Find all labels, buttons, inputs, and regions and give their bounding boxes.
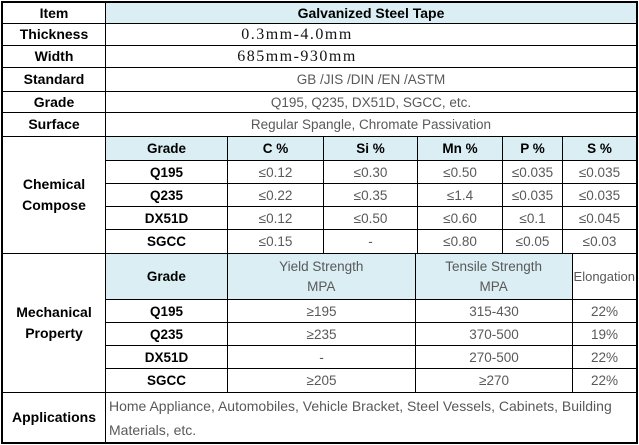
chemical-value-cell: ≤0.035 bbox=[503, 184, 563, 206]
mechanical-column-header: Tensile Strength MPA bbox=[415, 254, 573, 299]
mechanical-value-cell: ≥270 bbox=[416, 369, 573, 392]
chemical-compose-section: Chemical Compose Grade C % Si % Mn % P % S % Q… bbox=[3, 137, 636, 254]
row-value-width: 685mm-930mm bbox=[237, 47, 357, 65]
chemical-column-header: C % bbox=[228, 137, 324, 160]
chemical-row-dx51d: DX51D ≤0.12 ≤0.50 ≤0.60 ≤0.1 ≤0.045 bbox=[106, 207, 636, 230]
mechanical-row-q235: Q235 ≥235 370-500 19% bbox=[106, 323, 636, 346]
chemical-value-cell: ≤0.50 bbox=[324, 207, 418, 229]
mechanical-grade-cell: SGCC bbox=[106, 369, 228, 392]
chemical-column-header: Mn % bbox=[418, 137, 503, 160]
chemical-value-cell: ≤0.60 bbox=[418, 207, 503, 229]
mechanical-row-q195: Q195 ≥195 315-430 22% bbox=[106, 300, 636, 323]
chemical-value-cell: ≤0.1 bbox=[503, 207, 563, 229]
mechanical-column-header: Elongation bbox=[572, 254, 636, 299]
row-label-standard: Standard bbox=[3, 68, 106, 91]
spec-row-standard: Standard GB /JIS /DIN /EN /ASTM bbox=[3, 68, 636, 92]
mechanical-value-cell: 22% bbox=[590, 349, 619, 365]
mechanical-grade-cell: Q235 bbox=[106, 323, 228, 345]
chemical-value-cell: ≤0.035 bbox=[503, 161, 563, 183]
chemical-column-header: Si % bbox=[324, 137, 418, 160]
chemical-value-cell: ≤0.12 bbox=[228, 161, 324, 183]
mechanical-value-cell: 22% bbox=[590, 303, 619, 319]
chemical-value-cell: ≤0.045 bbox=[578, 210, 621, 226]
mechanical-value-cell: - bbox=[228, 346, 416, 368]
chemical-value-cell: - bbox=[324, 230, 418, 253]
chemical-grade-cell: DX51D bbox=[106, 207, 228, 229]
chemical-value-cell: ≤0.05 bbox=[503, 230, 563, 253]
applications-label: Applications bbox=[3, 393, 106, 442]
mechanical-value-cell: 370-500 bbox=[416, 323, 573, 345]
chemical-value-cell: ≤0.80 bbox=[418, 230, 503, 253]
chemical-header-row: Grade C % Si % Mn % P % S % bbox=[106, 137, 636, 161]
chemical-value-cell: ≤0.22 bbox=[228, 184, 324, 206]
mechanical-row-dx51d: DX51D -270-500 22% bbox=[106, 346, 636, 369]
chemical-value-cell: ≤0.03 bbox=[582, 234, 617, 249]
row-value-standard: GB /JIS /DIN /EN /ASTM bbox=[296, 72, 446, 87]
spec-row-surface: Surface Regular Spangle, Chromate Passiva… bbox=[3, 113, 636, 137]
row-label-width: Width bbox=[3, 46, 106, 67]
chemical-row-q195: Q195 ≤0.12 ≤0.30 ≤0.50 ≤0.035 ≤0.035 bbox=[106, 161, 636, 184]
chemical-grade-cell: SGCC bbox=[106, 230, 228, 253]
chemical-value-cell: ≤0.50 bbox=[418, 161, 503, 183]
chemical-value-cell: ≤0.12 bbox=[228, 207, 324, 229]
spec-rows: Item Galvanized Steel Tape Thickness 0.3mm-… bbox=[3, 3, 636, 137]
row-value-item: Galvanized Steel Tape bbox=[106, 3, 636, 23]
mechanical-value-cell: ≥195 bbox=[228, 300, 416, 322]
chemical-column-header: P % bbox=[503, 137, 563, 160]
chemical-column-header: S % bbox=[563, 137, 636, 160]
mechanical-value-cell: ≥205 bbox=[228, 369, 416, 392]
row-value-surface: Regular Spangle, Chromate Passivation bbox=[250, 117, 492, 132]
mechanical-header-row: Grade Yield Strength MPA Tensile Strength … bbox=[106, 254, 636, 300]
spec-row-grade: Grade Q195, Q235, DX51D, SGCC, etc. bbox=[3, 92, 636, 113]
spec-row-item: Item Galvanized Steel Tape bbox=[3, 3, 636, 24]
chemical-value-cell: ≤0.035 bbox=[578, 164, 621, 180]
mechanical-column-header: Yield Strength MPA bbox=[227, 254, 416, 299]
row-label-item: Item bbox=[3, 3, 106, 23]
chemical-value-cell: ≤0.15 bbox=[228, 230, 324, 253]
mechanical-property-label: Mechanical Property bbox=[3, 254, 106, 392]
applications-value: Home Appliance, Automobiles, Vehicle Bra… bbox=[109, 397, 612, 438]
chemical-value-cell: ≤0.30 bbox=[324, 161, 418, 183]
mechanical-grade-cell: DX51D bbox=[106, 346, 228, 368]
row-value-grade: Q195, Q235, DX51D, SGCC, etc. bbox=[270, 94, 472, 110]
chemical-grade-cell: Q235 bbox=[106, 184, 228, 206]
spec-row-thickness: Thickness 0.3mm-4.0mm bbox=[3, 24, 636, 46]
row-label-grade: Grade bbox=[3, 92, 106, 112]
chemical-value-cell: ≤0.035 bbox=[578, 187, 621, 203]
row-value-thickness: 0.3mm-4.0mm bbox=[241, 25, 353, 43]
mechanical-column-header: Grade bbox=[106, 254, 228, 299]
mechanical-value-cell: 315-430 bbox=[416, 300, 573, 322]
chemical-compose-table: Grade C % Si % Mn % P % S % Q195 ≤0.12 ≤0.30 ≤0.5… bbox=[106, 137, 636, 253]
chemical-row-q235: Q235 ≤0.22 ≤0.35 ≤1.4 ≤0.035 ≤0.035 bbox=[106, 184, 636, 207]
applications-row: Applications Home Appliance, Automobiles… bbox=[3, 393, 636, 442]
row-label-thickness: Thickness bbox=[3, 24, 106, 45]
mechanical-value-cell: 19% bbox=[590, 326, 619, 342]
row-label-surface: Surface bbox=[3, 113, 106, 136]
chemical-value-cell: ≤1.4 bbox=[418, 184, 503, 206]
chemical-value-cell: ≤0.35 bbox=[324, 184, 418, 206]
spec-row-width: Width 685mm-930mm bbox=[3, 46, 636, 68]
mechanical-property-table: Grade Yield Strength MPA Tensile Strength … bbox=[106, 254, 636, 392]
mechanical-row-sgcc: SGCC ≥205 ≥270 22% bbox=[106, 369, 636, 392]
chemical-column-header: Grade bbox=[106, 137, 228, 160]
mechanical-value-cell: 270-500 bbox=[416, 346, 573, 368]
chemical-row-sgcc: SGCC ≤0.15- ≤0.80 ≤0.05 ≤0.03 bbox=[106, 230, 636, 253]
mechanical-grade-cell: Q195 bbox=[106, 300, 228, 322]
mechanical-value-cell: ≥235 bbox=[228, 323, 416, 345]
chemical-grade-cell: Q195 bbox=[106, 161, 228, 183]
mechanical-value-cell: 22% bbox=[590, 373, 619, 388]
chemical-compose-label: Chemical Compose bbox=[3, 137, 106, 253]
mechanical-property-section: Mechanical Property Grade Yield Strength … bbox=[3, 254, 636, 393]
